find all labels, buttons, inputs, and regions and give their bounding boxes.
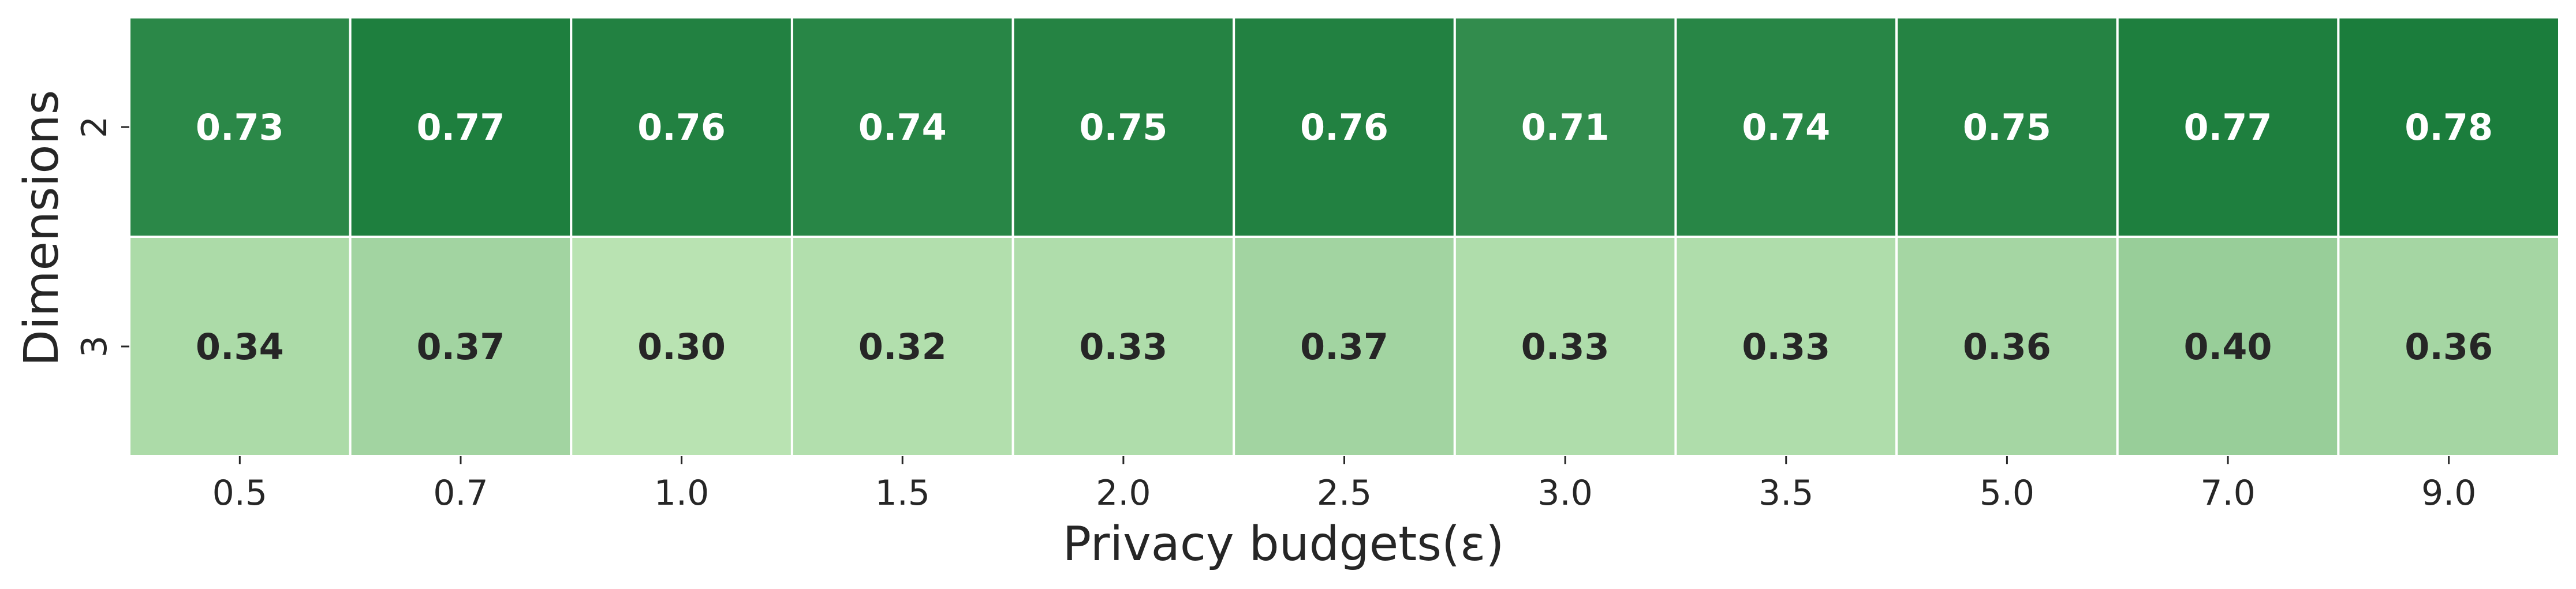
heatmap-cell-3-1.0	[570, 236, 793, 457]
cell-value-label: 0.37	[1300, 326, 1388, 368]
heatmap-cell-3-2.0	[1011, 236, 1235, 457]
x-tick-label: 7.0	[2200, 473, 2255, 513]
x-tick-label: 1.5	[875, 473, 930, 513]
cell-value-label: 0.33	[1521, 326, 1610, 368]
y-tick-label: 2	[74, 116, 115, 138]
heatmap-cell-3-5.0	[1895, 236, 2119, 457]
cell-value-label: 0.75	[1079, 106, 1167, 148]
cell-value-label: 0.33	[1079, 326, 1167, 368]
y-axis-ticks: 23	[74, 116, 129, 357]
cell-value-label: 0.34	[196, 326, 284, 368]
cell-value-label: 0.74	[858, 106, 947, 148]
cell-value-label: 0.71	[1521, 106, 1610, 148]
heatmap-cell-3-1.5	[790, 236, 1014, 457]
x-axis-label: Privacy budgets(ε)	[1063, 517, 1504, 572]
cell-value-label: 0.76	[637, 106, 726, 148]
heatmap-cell-2-9.0	[2337, 16, 2560, 238]
x-tick-label: 3.5	[1759, 473, 1813, 513]
heatmap-cell-2-0.5	[128, 16, 352, 238]
heatmap-cell-2-7.0	[2116, 16, 2340, 238]
cell-value-label: 0.77	[2184, 106, 2272, 148]
cell-value-label: 0.40	[2184, 326, 2272, 368]
cell-value-label: 0.76	[1300, 106, 1388, 148]
cell-value-label: 0.74	[1742, 106, 1830, 148]
cell-value-label: 0.77	[416, 106, 505, 148]
heatmap-cell-3-0.5	[128, 236, 352, 457]
heatmap-cell-2-0.7	[349, 16, 573, 238]
heatmap-cell-2-2.0	[1011, 16, 1235, 238]
x-tick-label: 5.0	[1980, 473, 2034, 513]
cell-value-label: 0.33	[1742, 326, 1830, 368]
x-tick-label: 1.0	[654, 473, 709, 513]
heatmap-cells	[128, 16, 2560, 457]
cell-value-label: 0.32	[858, 326, 947, 368]
heatmap-cell-3-7.0	[2116, 236, 2340, 457]
heatmap-cell-3-3.0	[1453, 236, 1677, 457]
x-tick-label: 2.5	[1317, 473, 1372, 513]
cell-value-label: 0.36	[1963, 326, 2051, 368]
heatmap-cell-3-3.5	[1674, 236, 1898, 457]
x-tick-label: 0.5	[212, 473, 267, 513]
x-tick-label: 2.0	[1096, 473, 1151, 513]
y-axis-label: Dimensions	[14, 90, 69, 367]
cell-value-label: 0.78	[2405, 106, 2493, 148]
heatmap-cell-3-2.5	[1233, 236, 1456, 457]
heatmap-cell-3-0.7	[349, 236, 573, 457]
heatmap-cell-labels: 0.73 0.77 0.76 0.74 0.75 0.76 0.71 0.74 0.75 0.77…	[196, 106, 2493, 368]
cell-value-label: 0.36	[2405, 326, 2493, 368]
x-axis-ticks: 0.5 0.7 1.0 1.5 2.0 2.5 3.0 3.5 5.0 7.0 9.0	[212, 456, 2476, 513]
x-tick-label: 0.7	[433, 473, 488, 513]
heatmap-cell-2-3.5	[1674, 16, 1898, 238]
heatmap-cell-2-1.0	[570, 16, 793, 238]
heatmap-cell-2-2.5	[1233, 16, 1456, 238]
cell-value-label: 0.30	[637, 326, 726, 368]
cell-value-label: 0.37	[416, 326, 505, 368]
y-tick-label: 3	[74, 335, 115, 357]
cell-value-label: 0.75	[1963, 106, 2051, 148]
cell-value-label: 0.73	[196, 106, 284, 148]
heatmap-cell-2-1.5	[790, 16, 1014, 238]
x-tick-label: 9.0	[2421, 473, 2476, 513]
heatmap-cell-3-9.0	[2337, 236, 2560, 457]
x-tick-label: 3.0	[1537, 473, 1592, 513]
